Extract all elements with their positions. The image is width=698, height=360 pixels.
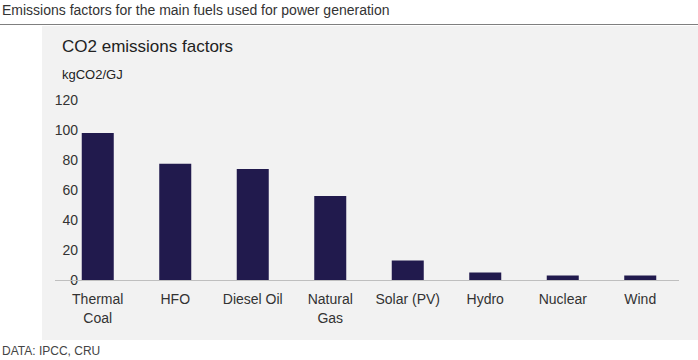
x-tick-label: Wind [624, 291, 656, 307]
x-tick-label: Nuclear [539, 291, 588, 307]
subtitle: CO2 emissions factors [62, 37, 233, 56]
bar [624, 276, 656, 281]
x-tick-label: Diesel Oil [223, 291, 283, 307]
source: DATA: IPCC, CRU [2, 344, 100, 358]
panel [42, 26, 698, 340]
bars [82, 133, 657, 280]
title: Emissions factors for the main fuels use… [2, 2, 390, 18]
x-tick-label: NaturalGas [308, 291, 353, 326]
bar [469, 273, 501, 281]
y-tick-label: 120 [55, 92, 79, 108]
chart: Emissions factors for the main fuels use… [0, 0, 698, 360]
bar [82, 133, 114, 280]
x-tick-label: ThermalCoal [72, 291, 123, 326]
y-tick-label: 40 [62, 212, 78, 228]
y-tick-label: 20 [62, 242, 78, 258]
bar [159, 164, 191, 280]
bar [237, 169, 269, 280]
x-tick-label: HFO [160, 291, 190, 307]
y-label: kgCO2/GJ [62, 67, 123, 82]
x-tick-label: Hydro [467, 291, 505, 307]
bar [314, 196, 346, 280]
y-tick-label: 100 [55, 122, 79, 138]
bar [547, 276, 579, 281]
header-rule [0, 24, 698, 25]
x-tick-label: Solar (PV) [375, 291, 440, 307]
y-tick-label: 80 [62, 152, 78, 168]
x-axis [55, 280, 679, 281]
bar [392, 261, 424, 281]
y-tick-label: 60 [62, 182, 78, 198]
